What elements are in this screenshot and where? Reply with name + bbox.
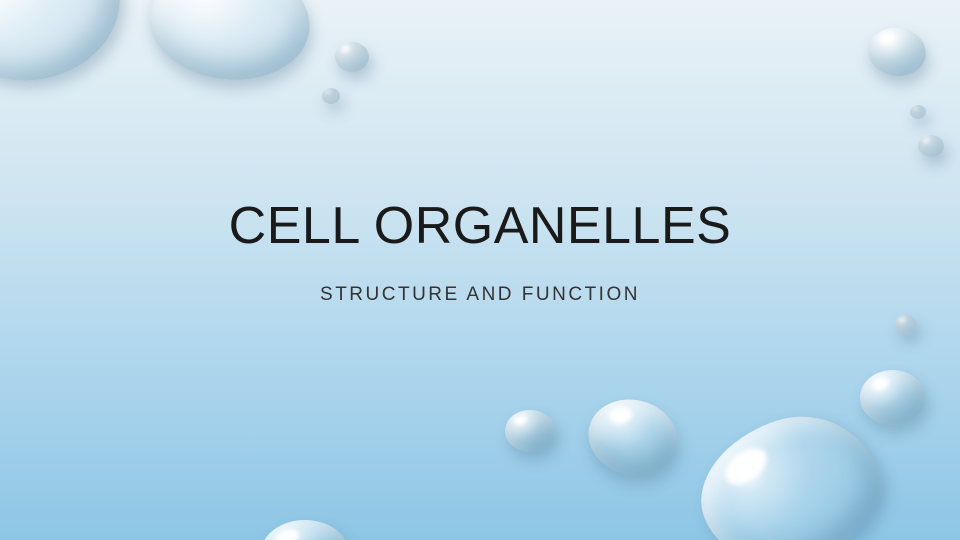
water-drop-icon <box>865 24 929 80</box>
title-block: CELL ORGANELLES STRUCTURE AND FUNCTION <box>0 196 960 306</box>
water-drop-icon <box>0 0 132 94</box>
slide: CELL ORGANELLES STRUCTURE AND FUNCTION <box>0 0 960 540</box>
water-drop-icon <box>860 370 925 425</box>
water-drop-icon <box>139 0 320 95</box>
slide-title: CELL ORGANELLES <box>0 196 960 256</box>
water-drop-icon <box>918 135 944 157</box>
water-drop-icon <box>683 396 897 540</box>
water-drop-icon <box>260 520 350 540</box>
water-drop-icon <box>335 42 369 72</box>
water-drop-icon <box>505 410 555 452</box>
water-drop-icon <box>580 390 685 485</box>
water-drop-icon <box>322 88 340 104</box>
water-drop-icon <box>910 105 926 119</box>
slide-subtitle: STRUCTURE AND FUNCTION <box>0 284 960 306</box>
water-drop-icon <box>895 315 917 335</box>
